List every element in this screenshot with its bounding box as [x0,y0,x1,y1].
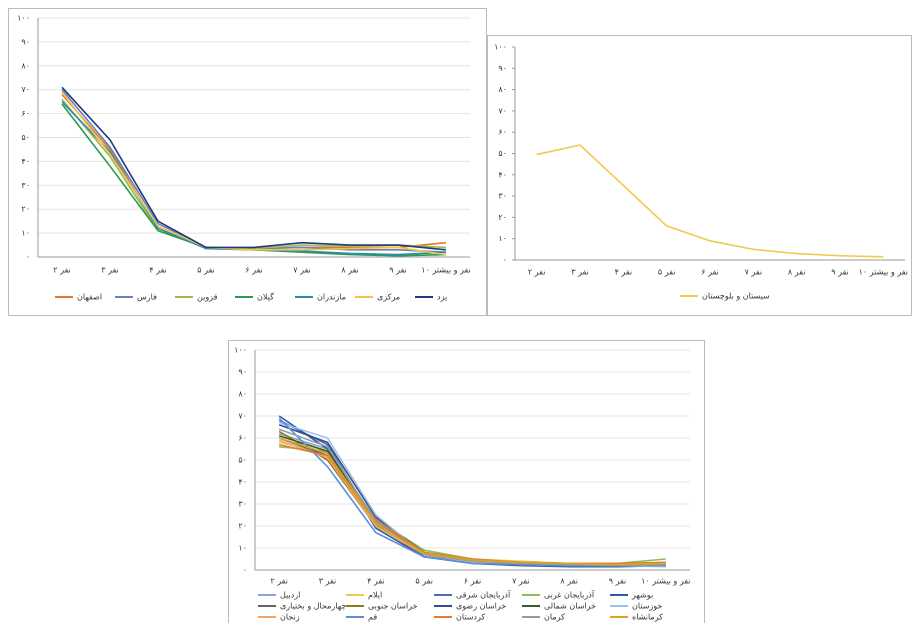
x-tick-label: ۷ نفر [293,266,311,275]
y-tick-label: ۳۰ [21,181,30,190]
legend-label: قزوین [197,293,218,302]
legend-label: آذربایجان غربی [544,590,595,600]
legend-label: اصفهان [77,293,102,302]
y-tick-label: ۰ [503,256,507,265]
x-tick-label: ۹ نفر [389,266,407,275]
legend-label: آذربایجان شرقی [456,590,511,600]
y-tick-label: ۴۰ [21,157,30,166]
y-tick-label: ۲۰ [21,205,30,214]
y-tick-label: ۵۰ [238,456,247,465]
y-tick-label: ۱۰ [21,229,30,238]
x-tick-label: ۴ نفر [149,266,167,275]
legend-label: خراسان شمالی [544,602,596,611]
legend-label: چهارمحال و بختیاری [280,602,346,611]
chart-frame [487,35,912,316]
y-tick-label: ۲۰ [238,522,247,531]
y-tick-label: ۶۰ [238,434,247,443]
x-tick-label: ۶ نفر [701,268,719,277]
legend-label: خراسان رضوی [456,602,506,611]
x-tick-label: ۲ نفر [53,266,71,275]
legend-label: یزد [437,293,447,302]
x-tick-label: ۳ نفر [319,577,337,586]
data-line [61,91,447,256]
legend-label: سیستان و بلوچستان [702,292,770,301]
y-tick-label: ۳۰ [498,192,507,201]
x-tick-label: ۲ نفر [270,577,288,586]
legend-label: خراسان جنوبی [368,602,418,611]
legend-label: خوزستان [632,602,662,611]
data-line [536,144,884,258]
x-tick-label: ۷ نفر [745,268,763,277]
y-tick-label: ۷۰ [238,412,247,421]
x-tick-label: ۸ نفر [341,266,359,275]
legend-label: کرمانشاه [632,613,663,622]
x-tick-label: ۶ نفر [464,577,482,586]
x-tick-label: ۳ نفر [101,266,119,275]
x-tick-label: ۹ نفر [831,268,849,277]
y-tick-label: ۸۰ [21,61,30,70]
y-tick-label: ۷۰ [498,106,507,115]
x-tick-label: ۵ نفر [658,268,676,277]
y-tick-label: ۶۰ [21,109,30,118]
y-tick-label: ۳۰ [238,500,247,509]
x-tick-label: ۵ نفر [197,266,215,275]
y-tick-label: ۲۰ [498,213,507,222]
y-tick-label: ۸۰ [238,390,247,399]
y-tick-label: ۵۰ [498,149,507,158]
legend-label: مرکزی [377,293,400,302]
legend-label: مازندران [317,293,346,302]
y-tick-label: ۵۰ [21,133,30,142]
x-tick-label: ۸ نفر [788,268,806,277]
y-tick-label: ۱۰۰ [17,14,30,23]
y-tick-label: ۹۰ [238,368,247,377]
y-tick-label: ۸۰ [498,85,507,94]
y-tick-label: ۹۰ [21,37,30,46]
legend-label: کرمان [544,613,565,622]
data-line [278,437,666,566]
chart-frame [8,8,487,316]
y-tick-label: ۱۰ [238,544,247,553]
y-tick-label: ۶۰ [498,128,507,137]
legend-label: بوشهر [631,591,653,600]
legend-label: کردستان [456,613,485,622]
y-tick-label: ۹۰ [498,64,507,73]
x-tick-label: ۳ نفر [571,268,589,277]
data-line [61,86,447,251]
y-tick-label: ۴۰ [238,478,247,487]
y-tick-label: ۱۰ [498,234,507,243]
y-tick-label: ۱۰۰ [494,43,507,52]
y-tick-label: ۰ [243,566,247,575]
y-tick-label: ۷۰ [21,85,30,94]
x-tick-label: ۹ نفر [609,577,627,586]
legend-label: فارس [137,293,157,302]
x-tick-label: ۱۰ نفر و بیشتر [859,268,908,277]
legend-label: ایلام [368,591,382,600]
y-tick-label: ۴۰ [498,170,507,179]
legend-label: قم [368,613,377,622]
x-tick-label: ۸ نفر [560,577,578,586]
x-tick-label: ۴ نفر [367,577,385,586]
data-line [278,428,666,567]
y-tick-label: ۱۰۰ [234,346,247,355]
x-tick-label: ۱۰ نفر و بیشتر [421,266,470,275]
x-tick-label: ۵ نفر [415,577,433,586]
x-tick-label: ۷ نفر [512,577,530,586]
x-tick-label: ۶ نفر [245,266,263,275]
legend-label: زنجان [280,613,300,622]
y-tick-label: ۰ [26,253,30,262]
legend-label: گیلان [257,292,274,302]
x-tick-label: ۱۰ نفر و بیشتر [641,577,690,586]
x-tick-label: ۴ نفر [615,268,633,277]
legend-label: اردبیل [280,591,300,600]
x-tick-label: ۲ نفر [528,268,546,277]
